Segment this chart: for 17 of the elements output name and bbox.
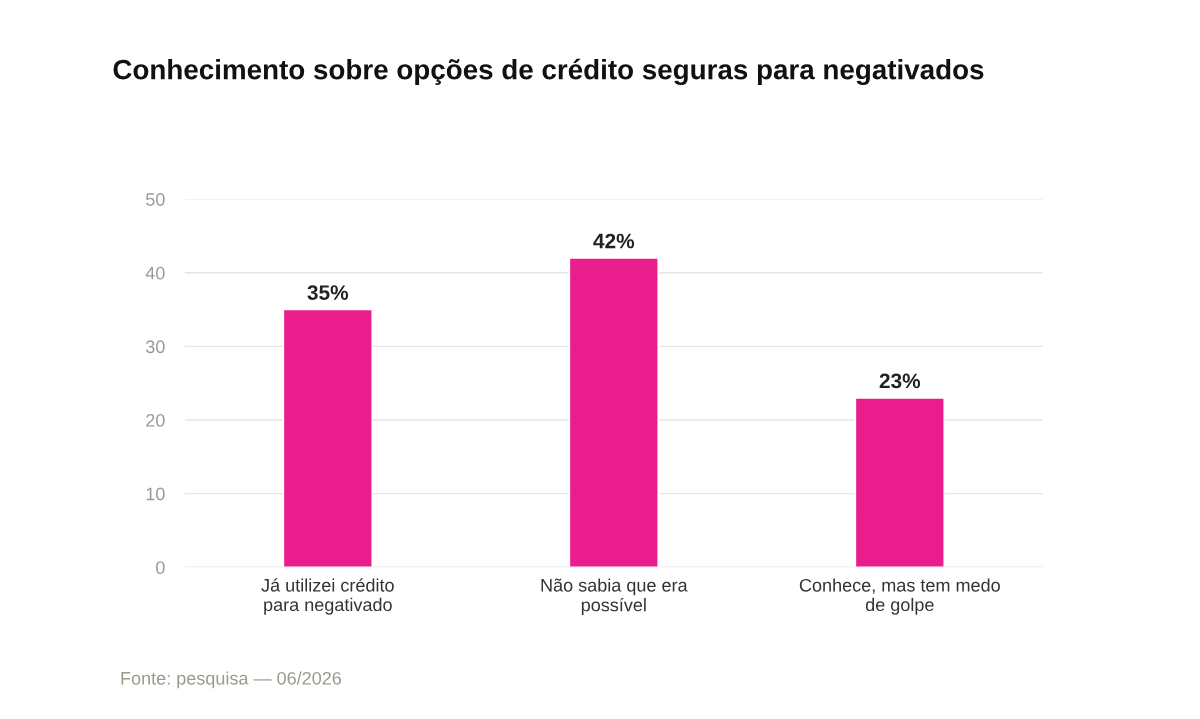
bar bbox=[282, 308, 373, 568]
bar bbox=[854, 397, 945, 568]
x-tick-label: Conhece, mas tem medo de golpe bbox=[799, 578, 1000, 615]
y-tick-label: 10 bbox=[146, 487, 165, 501]
y-tick-label: 20 bbox=[146, 413, 165, 427]
y-tick-label: 30 bbox=[145, 340, 165, 354]
data-label: 23% bbox=[879, 373, 921, 389]
bar bbox=[568, 257, 659, 568]
source-note: Fonte: pesquisa — 06/2026 bbox=[121, 671, 342, 689]
y-tick-label: 50 bbox=[146, 193, 165, 206]
y-tick-label: 40 bbox=[145, 266, 165, 280]
x-tick-label: Já utilizei crédito para negativado bbox=[261, 578, 394, 615]
data-label: 42% bbox=[593, 233, 635, 249]
chart-title: Conhecimento sobre opções de crédito seguras para negativados bbox=[113, 58, 984, 86]
x-tick-label: Não sabia que era possível bbox=[541, 578, 688, 615]
y-tick-label: 0 bbox=[156, 561, 165, 575]
data-label: 35% bbox=[307, 285, 349, 300]
